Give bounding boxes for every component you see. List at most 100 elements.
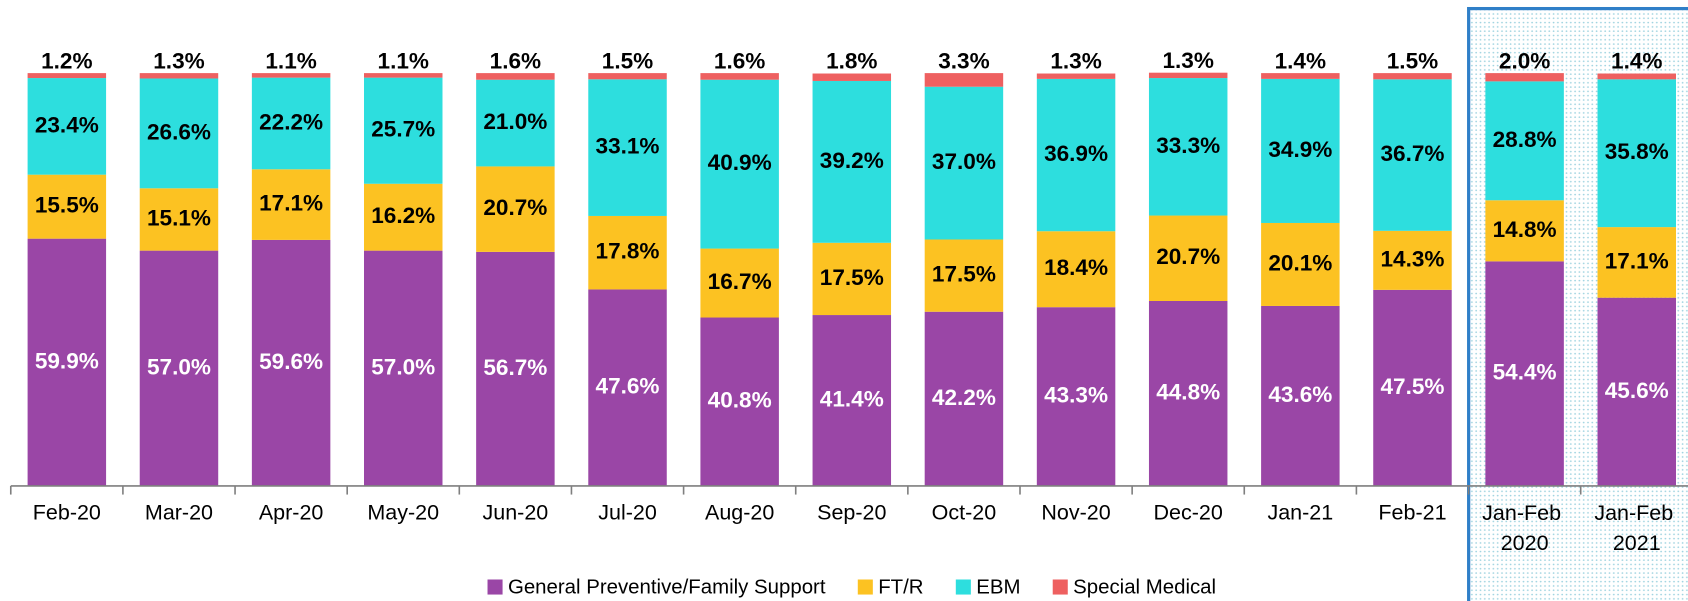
bar-segment (139, 188, 219, 251)
value-label: 37.0% (932, 149, 996, 174)
bar-segment (1597, 227, 1676, 298)
bar-segment (476, 166, 555, 252)
x-tick-label: May-20 (367, 501, 439, 525)
legend-label: EBM (976, 576, 1020, 598)
bar-segment (1036, 307, 1116, 486)
value-label: 14.8% (1493, 217, 1557, 242)
value-label: 43.6% (1268, 382, 1332, 407)
value-label: 59.9% (35, 348, 99, 373)
value-label: 42.2% (932, 385, 996, 410)
bar-segment (476, 73, 555, 80)
value-label: 41.4% (820, 386, 884, 411)
bar-segment (1148, 72, 1228, 79)
x-tick-label: Nov-20 (1041, 501, 1110, 525)
bar-segment (1485, 261, 1564, 486)
bar-segment (1597, 73, 1676, 80)
bar-segment (812, 242, 892, 316)
value-label: 1.8% (826, 49, 877, 74)
bar-segment (27, 78, 107, 175)
value-label: 1.6% (714, 48, 765, 73)
legend-label: Special Medical (1073, 576, 1216, 598)
x-tick-label: Sep-20 (817, 501, 886, 525)
bar-segment (700, 73, 779, 80)
bar-segment (1597, 79, 1676, 228)
bar-segment (812, 73, 892, 81)
legend-label: FT/R (878, 576, 923, 598)
value-label: 33.3% (1156, 133, 1220, 158)
bar-segment (139, 73, 219, 79)
bar-segment (924, 311, 1004, 486)
bar-segment (27, 238, 107, 486)
value-label: 23.4% (35, 112, 99, 137)
legend-swatch (955, 579, 971, 595)
bar-segment (924, 86, 1004, 240)
bar-segment (1261, 305, 1340, 486)
x-tick-label: Jan-Feb 2020 (1482, 501, 1567, 555)
bar-segment (812, 315, 892, 486)
value-label: 20.7% (483, 195, 547, 220)
value-label: 1.3% (1162, 48, 1213, 73)
value-label: 1.3% (153, 48, 204, 73)
value-label: 36.7% (1380, 141, 1444, 166)
bar-segment (364, 73, 443, 78)
bar-segment (1373, 230, 1452, 290)
bar-segment (924, 73, 1004, 87)
value-label: 16.2% (371, 203, 435, 228)
value-label: 36.9% (1044, 141, 1108, 166)
value-label: 1.6% (490, 48, 541, 73)
bar-segment (700, 317, 779, 486)
value-label: 20.1% (1268, 250, 1332, 275)
value-label: 22.2% (259, 109, 323, 134)
value-label: 17.8% (596, 239, 660, 264)
legend-swatch (487, 579, 503, 595)
bar-segment (1036, 231, 1116, 308)
x-tick-label: Aug-20 (705, 501, 774, 525)
bar-segment (588, 79, 667, 216)
bar-segment (1373, 79, 1452, 231)
value-label: 17.1% (1605, 248, 1669, 273)
value-label: 25.7% (371, 117, 435, 142)
bar-segment (588, 73, 667, 80)
x-tick-label: Oct-20 (932, 501, 997, 525)
value-label: 54.4% (1493, 360, 1557, 385)
legend-item: EBM (955, 576, 1020, 598)
x-tick-label: Mar-20 (145, 501, 213, 525)
value-label: 56.7% (483, 355, 547, 380)
bar-segment (1261, 78, 1340, 223)
value-label: 21.0% (483, 109, 547, 134)
value-label: 1.5% (1387, 48, 1438, 73)
bar-segment (1597, 297, 1676, 486)
value-label: 14.3% (1380, 246, 1444, 271)
x-tick-label: Jul-20 (598, 501, 657, 525)
value-label: 39.2% (820, 148, 884, 173)
bar-segment (1036, 78, 1116, 232)
value-label: 20.7% (1156, 244, 1220, 269)
bar-segment (1148, 215, 1228, 302)
bar-segment (364, 183, 443, 251)
value-label: 47.5% (1380, 374, 1444, 399)
bar-segment (1373, 289, 1452, 486)
value-label: 40.8% (708, 388, 772, 413)
bar-segment (476, 251, 555, 486)
x-tick-label: Jan-Feb 2021 (1594, 501, 1679, 555)
bar-segment (27, 174, 107, 239)
bar-segment (1373, 73, 1452, 80)
value-label: 57.0% (147, 354, 211, 379)
value-label: 1.1% (265, 48, 316, 73)
x-tick-label: Feb-20 (33, 501, 101, 525)
bar-segment (364, 77, 443, 184)
value-label: 15.1% (147, 205, 211, 230)
legend-item: General Preventive/Family Support (487, 576, 826, 598)
legend-swatch (1052, 579, 1068, 595)
bar-segment (476, 79, 555, 167)
bar-segment (27, 73, 107, 79)
bar-segment (364, 250, 443, 486)
bar-segment (251, 239, 331, 486)
bar-segment (139, 78, 219, 189)
bar-segment (588, 215, 667, 290)
bar-segment (812, 80, 892, 243)
legend-item: FT/R (857, 576, 924, 598)
bar-segment (1036, 73, 1116, 79)
